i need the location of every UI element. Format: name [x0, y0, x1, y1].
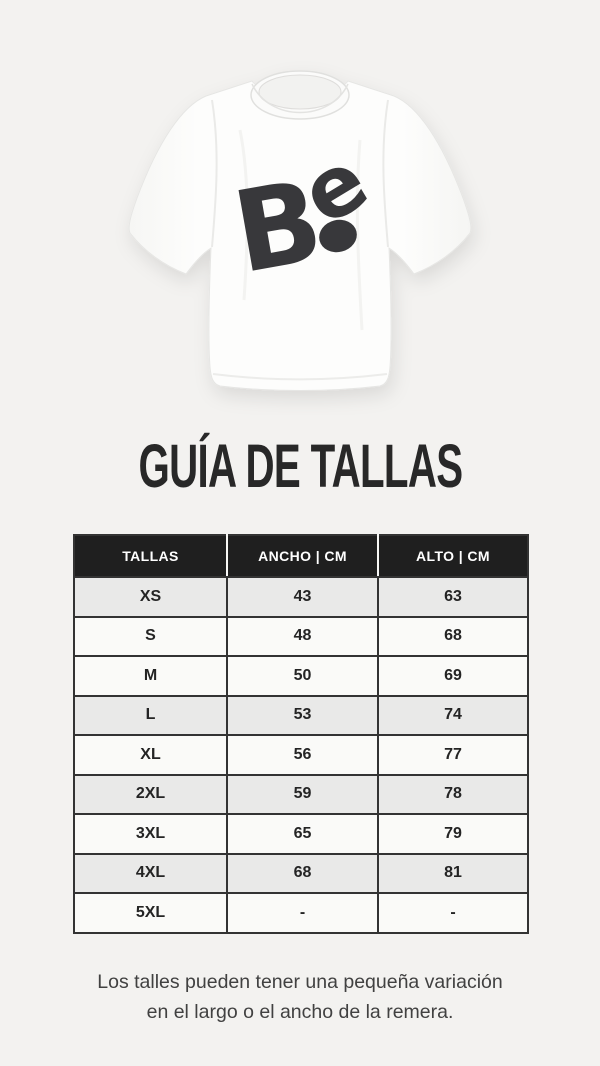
collar-inner — [258, 74, 342, 110]
right-sleeve-seam — [382, 99, 389, 248]
ancho-cell: - — [226, 892, 379, 934]
left-sleeve-seam — [211, 99, 218, 248]
collar-seam — [251, 83, 349, 114]
size-cell: 5XL — [73, 892, 228, 934]
ancho-cell: 56 — [226, 734, 379, 776]
ancho-cell: 53 — [226, 694, 379, 736]
table-row: 5XL - - — [73, 892, 529, 934]
header-ancho: ANCHO | CM — [226, 535, 378, 578]
hem-seam — [212, 373, 388, 381]
table-row: 2XL 59 78 — [73, 773, 529, 815]
table-row: XL 56 77 — [73, 734, 529, 776]
size-cell: 2XL — [73, 773, 228, 815]
logo-dot — [319, 219, 357, 253]
ancho-cell: 68 — [226, 852, 379, 894]
alto-cell: 68 — [377, 615, 529, 657]
page-title: GUÍA DE TALLAS — [0, 436, 600, 497]
table-header-row: TALLAS ANCHO | CM ALTO | CM — [74, 535, 528, 578]
size-cell: M — [73, 655, 228, 697]
alto-cell: 74 — [377, 694, 529, 736]
table-row: 3XL 65 79 — [73, 813, 529, 855]
ancho-cell: 43 — [226, 576, 379, 618]
size-cell: S — [73, 615, 228, 657]
alto-cell: 63 — [377, 576, 529, 618]
ancho-cell: 48 — [226, 615, 379, 657]
size-cell: L — [73, 694, 228, 736]
size-note: Los talles pueden tener una pequeña vari… — [0, 967, 600, 1027]
size-note-line1: Los talles pueden tener una pequeña vari… — [97, 970, 503, 993]
size-cell: 3XL — [73, 813, 228, 855]
ancho-cell: 59 — [226, 773, 379, 815]
size-note-line2: en el largo o el ancho de la remera. — [146, 1000, 454, 1023]
alto-cell: 81 — [377, 852, 529, 894]
page-title-text: GUÍA DE TALLAS — [137, 432, 463, 500]
size-cell: 4XL — [73, 852, 228, 894]
table-row: L 53 74 — [73, 694, 529, 736]
alto-cell: 77 — [377, 734, 529, 776]
table-row: 4XL 68 81 — [73, 852, 529, 894]
alto-cell: 78 — [377, 773, 529, 815]
alto-cell: 69 — [377, 655, 529, 697]
size-table-wrap: TALLAS ANCHO | CM ALTO | CM XS 43 63 S 4… — [73, 534, 529, 934]
size-cell: XS — [73, 576, 228, 618]
alto-cell: 79 — [377, 813, 529, 855]
wrinkle — [355, 139, 364, 331]
alto-cell: - — [377, 892, 529, 934]
table-row: M 50 69 — [73, 655, 529, 697]
tshirt-silhouette — [128, 80, 472, 391]
table-row: S 48 68 — [73, 615, 529, 657]
ancho-cell: 50 — [226, 655, 379, 697]
table-row: XS 43 63 — [73, 576, 529, 618]
product-photo: B e — [0, 0, 600, 415]
size-table: TALLAS ANCHO | CM ALTO | CM XS 43 63 S 4… — [73, 534, 529, 934]
size-cell: XL — [73, 734, 228, 776]
header-alto: ALTO | CM — [377, 535, 528, 578]
tshirt-image: B e — [128, 70, 472, 391]
header-tallas: TALLAS — [74, 535, 227, 578]
ancho-cell: 65 — [226, 813, 379, 855]
wrinkle — [238, 129, 249, 301]
